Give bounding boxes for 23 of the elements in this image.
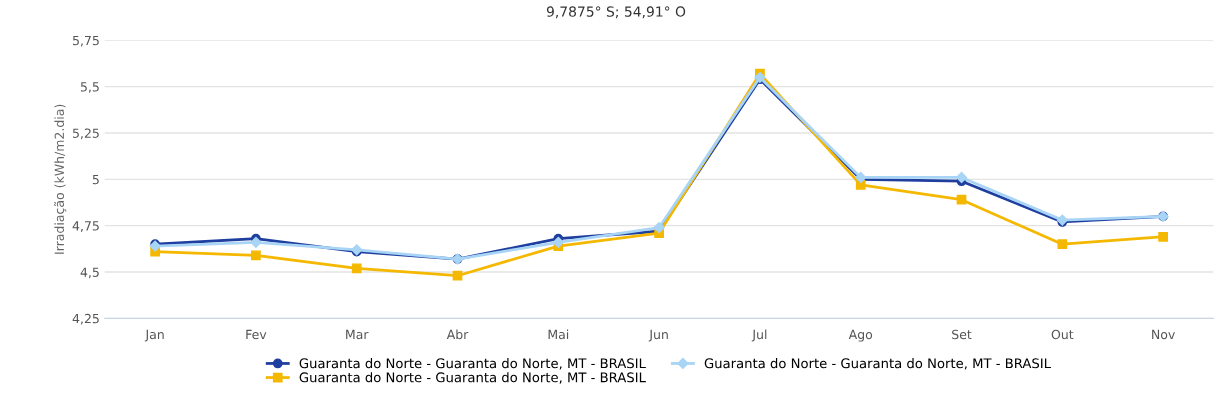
chart-title: 9,7875° S; 54,91° O	[546, 6, 686, 19]
x-tick-label: Jul	[751, 329, 767, 342]
x-tick-label: Jan	[144, 329, 164, 342]
x-tick-label: Abr	[446, 329, 469, 340]
x-tick-label: Mar	[346, 329, 369, 340]
y-tick-label: 5,25	[72, 128, 99, 140]
y-tick-label: 4,5	[80, 267, 99, 279]
x-tick-label: Set	[952, 329, 972, 340]
x-tick-label: Jun	[648, 329, 668, 342]
x-tick-label: Nov	[1152, 329, 1175, 340]
y-tick-label: 4,75	[72, 221, 99, 232]
x-tick-label: Out	[1051, 329, 1074, 340]
y-tick-label: 5	[92, 174, 99, 185]
x-tick-label: Ago	[848, 329, 873, 342]
y-tick-label: 4,25	[72, 313, 99, 325]
legend-label: Guaranta do Norte - Guaranta do Norte, MT - BRASIL	[299, 358, 646, 370]
y-axis-title: Irradiação (kWh/m2.dia)	[54, 104, 67, 254]
legend-label: Guaranta do Norte - Guaranta do Norte, MT - BRASIL	[704, 358, 1051, 370]
y-tick-label: 5,5	[80, 82, 99, 93]
x-tick-label: Fev	[246, 329, 267, 340]
x-tick-label: Mai	[548, 329, 569, 340]
y-tick-label: 5,75	[72, 35, 99, 47]
legend-label: Guaranta do Norte - Guaranta do Norte, MT - BRASIL	[299, 372, 646, 384]
